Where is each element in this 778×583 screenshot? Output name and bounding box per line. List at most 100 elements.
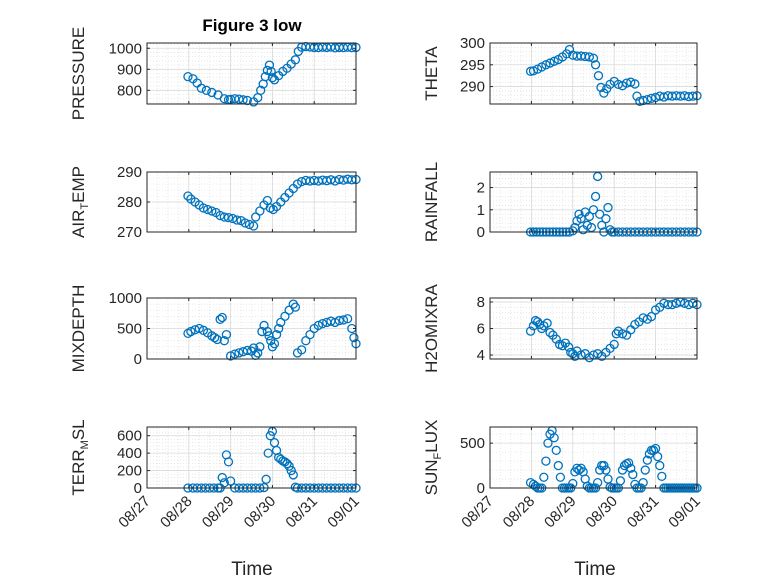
data-point bbox=[537, 323, 547, 334]
data-point bbox=[667, 299, 677, 310]
y-axis-label: AIRTEMP bbox=[69, 166, 91, 238]
y-axis-label: TERRMSL bbox=[69, 419, 91, 495]
data-markers bbox=[183, 174, 361, 231]
y-tick-label: 0 bbox=[477, 480, 485, 497]
data-point bbox=[221, 329, 232, 340]
y-axis-label: MIXDEPTH bbox=[69, 285, 88, 373]
data-point bbox=[655, 460, 665, 471]
x-tick-label: 09/01 bbox=[665, 493, 704, 532]
data-point bbox=[638, 477, 648, 488]
data-point bbox=[648, 445, 659, 455]
data-point bbox=[603, 202, 613, 213]
data-point bbox=[574, 209, 584, 219]
y-tick-label: 1000 bbox=[109, 290, 142, 307]
y-tick-label: 800 bbox=[117, 82, 142, 99]
data-point bbox=[541, 456, 551, 466]
data-point bbox=[290, 302, 301, 312]
data-point bbox=[201, 85, 212, 95]
data-point bbox=[212, 334, 222, 345]
data-point bbox=[590, 60, 601, 70]
data-point bbox=[219, 336, 229, 346]
x-tick-label: 08/28 bbox=[157, 493, 196, 532]
subplot-6: 4 6 8 H2OMIXRA bbox=[422, 283, 702, 373]
data-point bbox=[207, 206, 217, 216]
data-point bbox=[342, 314, 353, 324]
subplot-4: 0 1 2 RAINFALL bbox=[422, 162, 702, 242]
data-point bbox=[202, 204, 213, 215]
axes-box bbox=[489, 426, 698, 489]
data-point bbox=[261, 474, 271, 484]
data-point bbox=[576, 214, 586, 224]
data-point bbox=[288, 470, 298, 480]
data-point bbox=[269, 339, 280, 349]
x-tick-label: 08/27 bbox=[115, 493, 154, 532]
data-point bbox=[313, 320, 324, 331]
subplot-5: 0 500 1000 MIXDEPTH bbox=[69, 285, 361, 373]
x-tick-label: 09/01 bbox=[324, 493, 363, 532]
data-point bbox=[234, 348, 244, 358]
data-point bbox=[266, 66, 276, 77]
data-point bbox=[232, 215, 242, 225]
data-point bbox=[570, 351, 580, 362]
x-tick-label: 08/31 bbox=[624, 493, 663, 532]
data-point bbox=[284, 461, 294, 471]
y-tick-label: 400 bbox=[117, 445, 142, 462]
y-tick-label: 0 bbox=[134, 351, 142, 368]
data-point bbox=[543, 438, 553, 448]
axes-box bbox=[146, 42, 357, 105]
data-point bbox=[541, 60, 551, 70]
data-point bbox=[584, 52, 595, 62]
data-point bbox=[549, 433, 559, 443]
y-tick-label: 300 bbox=[460, 35, 485, 52]
data-point bbox=[225, 351, 236, 361]
data-point bbox=[183, 72, 193, 82]
data-point bbox=[597, 220, 607, 230]
data-point bbox=[271, 329, 282, 340]
y-tick-label: 290 bbox=[460, 79, 485, 96]
data-point bbox=[640, 465, 650, 475]
y-tick-label: 500 bbox=[460, 435, 485, 452]
data-point bbox=[574, 465, 584, 475]
data-markers bbox=[183, 41, 361, 107]
data-point bbox=[217, 472, 227, 483]
data-point bbox=[219, 94, 229, 104]
data-point bbox=[646, 93, 657, 103]
y-axis-label: THETA bbox=[422, 46, 441, 101]
data-point bbox=[215, 210, 225, 221]
y-axis-label: H2OMIXRA bbox=[422, 283, 441, 372]
data-point bbox=[557, 341, 568, 351]
data-point bbox=[599, 460, 609, 471]
data-point bbox=[549, 56, 559, 66]
x-tick-label: 08/31 bbox=[282, 493, 321, 532]
data-point bbox=[553, 460, 563, 471]
y-axis-label: SUNFLUX bbox=[422, 420, 444, 496]
data-point bbox=[628, 469, 638, 480]
data-point bbox=[183, 191, 193, 201]
x-tick-label: 08/30 bbox=[241, 493, 280, 532]
data-point bbox=[624, 458, 634, 468]
data-point bbox=[617, 329, 628, 339]
data-point bbox=[286, 465, 296, 476]
data-point bbox=[330, 317, 340, 328]
data-point bbox=[646, 311, 657, 322]
y-tick-label: 270 bbox=[117, 224, 142, 241]
data-point bbox=[657, 471, 667, 481]
y-tick-label: 4 bbox=[477, 347, 485, 364]
data-point bbox=[642, 455, 652, 465]
data-point bbox=[253, 348, 263, 358]
y-tick-label: 6 bbox=[477, 321, 485, 338]
data-point bbox=[588, 205, 599, 215]
data-point bbox=[219, 478, 229, 488]
data-point bbox=[207, 87, 217, 98]
data-point bbox=[264, 60, 275, 70]
data-point bbox=[297, 345, 307, 355]
data-point bbox=[263, 448, 273, 458]
data-point bbox=[223, 212, 234, 223]
subplot-1: 800 900 1000 PRESSURE bbox=[69, 27, 361, 120]
data-point bbox=[210, 332, 220, 343]
y-tick-label: 0 bbox=[477, 224, 485, 241]
data-point bbox=[632, 91, 642, 101]
